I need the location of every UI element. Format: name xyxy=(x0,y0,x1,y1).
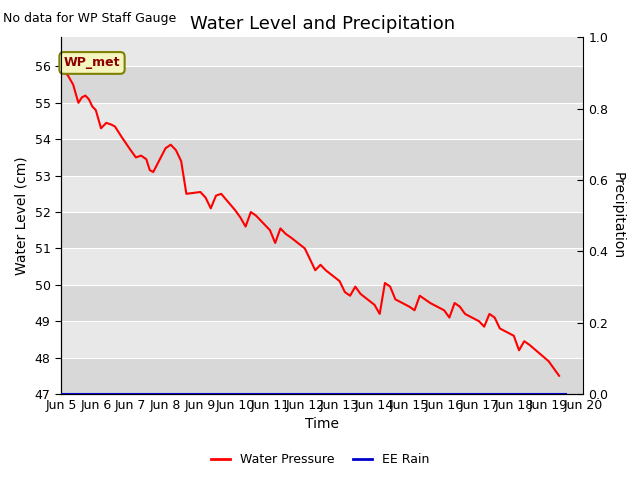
Y-axis label: Precipitation: Precipitation xyxy=(611,172,625,259)
Bar xyxy=(61,176,584,212)
X-axis label: Time: Time xyxy=(305,418,339,432)
Bar xyxy=(61,103,584,139)
Y-axis label: Water Level (cm): Water Level (cm) xyxy=(15,156,29,275)
Text: WP_met: WP_met xyxy=(64,57,120,70)
Bar xyxy=(61,358,584,394)
Bar xyxy=(61,285,584,321)
Bar xyxy=(61,66,584,103)
Bar xyxy=(61,212,584,249)
Bar xyxy=(61,321,584,358)
Text: No data for WP Staff Gauge: No data for WP Staff Gauge xyxy=(3,12,177,25)
Bar xyxy=(61,249,584,285)
Title: Water Level and Precipitation: Water Level and Precipitation xyxy=(189,15,455,33)
Legend: Water Pressure, EE Rain: Water Pressure, EE Rain xyxy=(206,448,434,471)
Bar xyxy=(61,139,584,176)
